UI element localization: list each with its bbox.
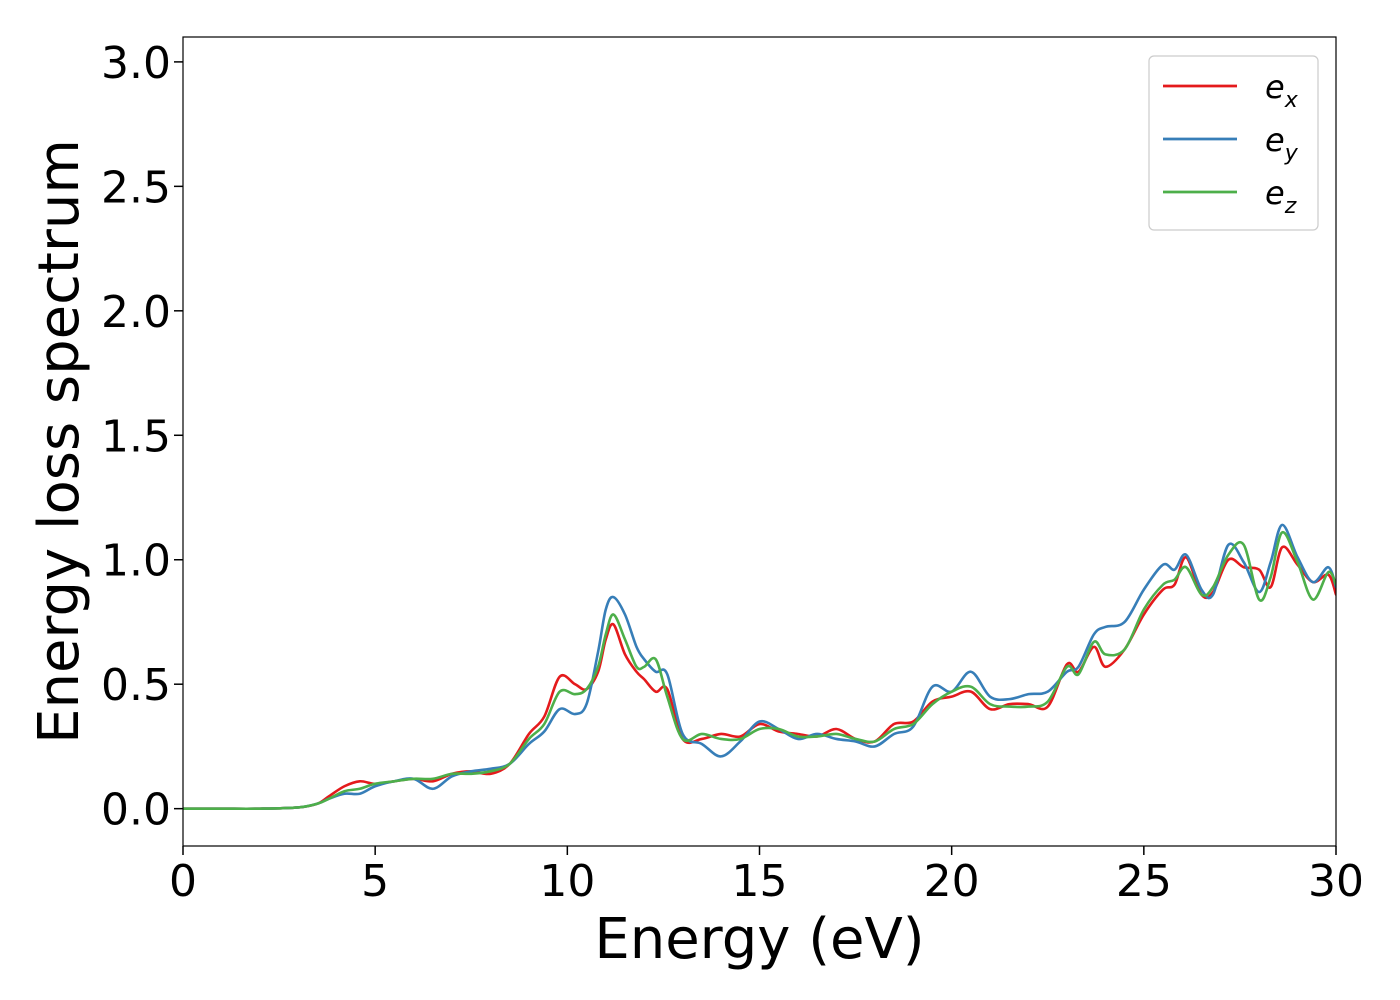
y-axis-ticks: 0.0 0.5 1.0 1.5 2.0 2.5 3.0 [101,38,183,836]
series-line-x [183,545,1336,811]
x-axis-title: Energy (eV) [594,907,924,972]
y-tick-label: 0.5 [101,660,171,711]
x-axis-ticks: 0 5 10 15 20 25 30 [169,846,1364,907]
x-tick-label: 0 [169,856,197,907]
legend-label-y: ey [1265,121,1299,166]
x-tick-label: 20 [924,856,980,907]
legend-label-z: ez [1265,174,1297,219]
y-axis-title: Energy loss spectrum [27,139,92,744]
legend-frame [1148,55,1319,231]
y-tick-label: 2.0 [101,287,171,338]
legend-label-x: ex [1265,68,1299,113]
y-tick-label: 2.5 [101,162,171,213]
x-tick-label: 30 [1308,856,1364,907]
legend: ex ey ez [1148,55,1319,231]
y-tick-label: 1.0 [101,536,171,587]
x-tick-label: 15 [732,856,788,907]
x-tick-label: 25 [1116,856,1172,907]
x-tick-label: 5 [361,856,389,907]
y-tick-label: 1.5 [101,411,171,462]
y-tick-label: 3.0 [101,38,171,89]
series-layer [183,523,1336,811]
y-tick-label: 0.0 [101,785,171,836]
x-tick-label: 10 [539,856,595,907]
series-line-z [183,531,1336,811]
